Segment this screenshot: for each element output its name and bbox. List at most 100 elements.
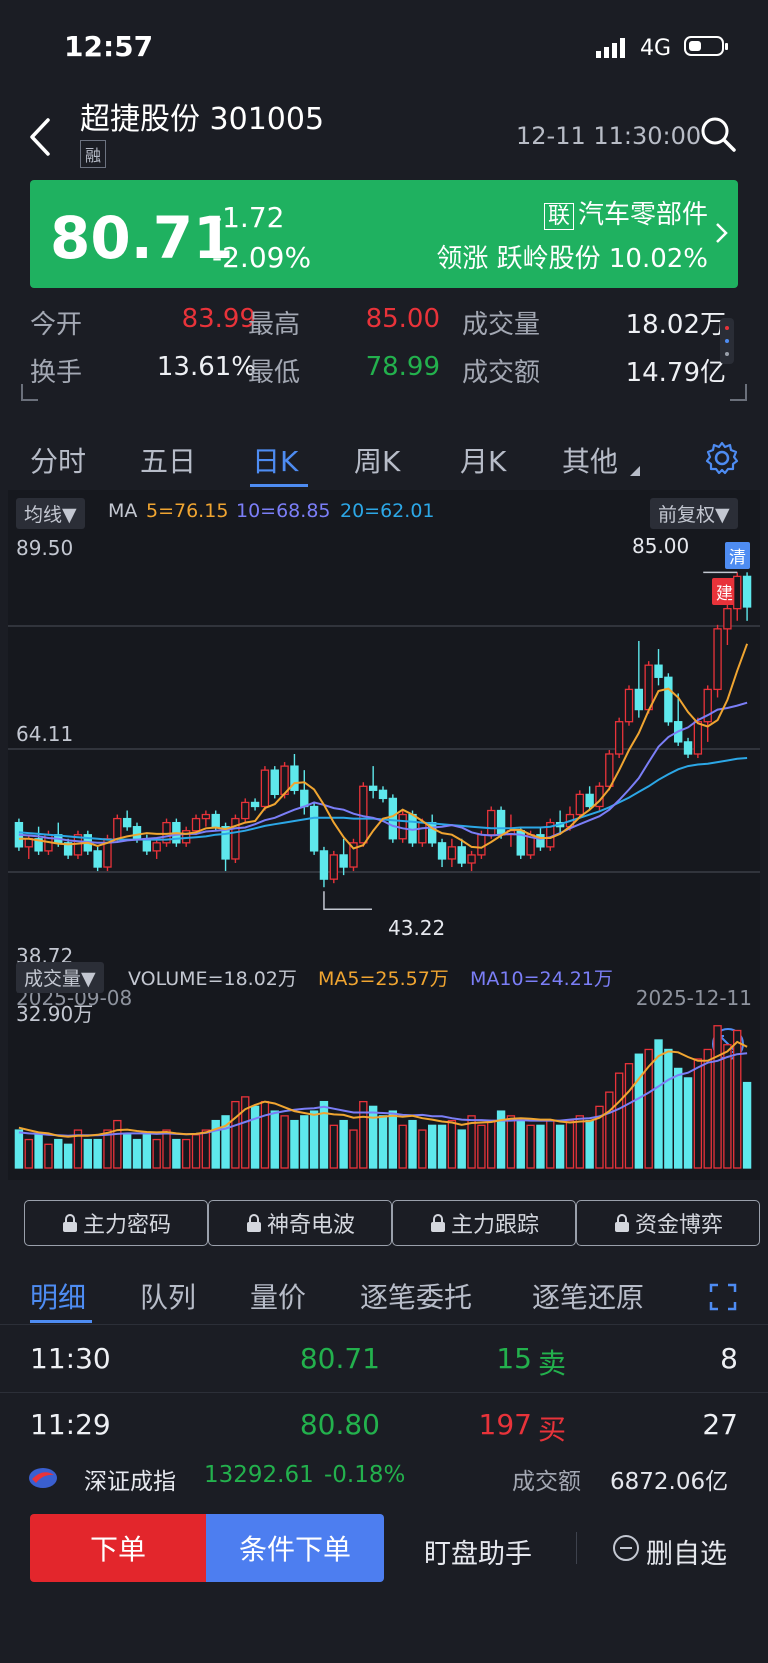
feature-button-label: 主力密码 bbox=[82, 1213, 171, 1238]
tab-queue[interactable]: 队列 bbox=[140, 1281, 197, 1314]
turnover-label: 换手 bbox=[30, 358, 83, 388]
feature-button-wave[interactable]: 神奇电波 bbox=[208, 1200, 392, 1246]
tab-intraday[interactable]: 分时 bbox=[30, 445, 87, 478]
candle-up bbox=[113, 817, 122, 840]
trade-count: 8 bbox=[720, 1342, 738, 1375]
volume-bar-up bbox=[191, 1134, 201, 1169]
candle-down bbox=[132, 826, 142, 840]
kline-chart-panel[interactable]: 均线▼ MA 5=76.15 10=68.85 20=62.01 前复权▼ 89… bbox=[8, 490, 760, 1180]
tab-tick-restore[interactable]: 逐笔还原 bbox=[532, 1281, 645, 1314]
volume-label: VOLUME=18.02万 bbox=[128, 968, 297, 990]
volume-bar-down bbox=[63, 1143, 73, 1169]
amount-value: 14.79亿 bbox=[625, 358, 726, 388]
tab-monthly-k[interactable]: 月K bbox=[460, 445, 507, 478]
volume-bar-up bbox=[182, 1138, 191, 1169]
tab-other[interactable]: 其他 bbox=[562, 445, 619, 478]
lock-icon bbox=[430, 1214, 445, 1232]
volume-selector[interactable]: 成交量▼ bbox=[16, 962, 104, 993]
volume-bar-up bbox=[575, 1115, 584, 1169]
candle-down bbox=[457, 846, 466, 864]
index-bar[interactable]: 深证成指 13292.61 -0.18% 成交额 6872.06亿 bbox=[0, 1452, 768, 1502]
index-amount: 6872.06亿 bbox=[610, 1469, 729, 1495]
volume-bar-down bbox=[14, 1129, 24, 1169]
volume-bar-down bbox=[319, 1100, 329, 1169]
sector-link[interactable]: 联汽车零部件 bbox=[543, 194, 708, 231]
tab-volume-price[interactable]: 量价 bbox=[250, 1281, 307, 1314]
feature-button-capital[interactable]: 资金博弈 bbox=[576, 1200, 760, 1246]
stats-row-2: 换手 13.61% 最低 78.99 成交额 14.79亿 bbox=[30, 352, 730, 400]
tab-weekly-k[interactable]: 周K bbox=[354, 445, 401, 478]
low-value: 78.99 bbox=[365, 352, 440, 382]
volume-bar-up bbox=[260, 1100, 270, 1169]
candle-down bbox=[634, 688, 644, 711]
trade-side: 卖 bbox=[538, 1347, 567, 1380]
candle-up bbox=[329, 854, 338, 880]
volume-ma5: MA5=25.57万 bbox=[318, 968, 449, 990]
candlestick-chart[interactable] bbox=[8, 526, 760, 966]
tab-five-day[interactable]: 五日 bbox=[140, 445, 197, 478]
price-panel[interactable]: 80.71 -1.72 -2.09% 联汽车零部件 领涨 跃岭股份 10.02% bbox=[30, 180, 738, 288]
expand-stats-icon[interactable] bbox=[730, 384, 748, 402]
candle-down bbox=[496, 809, 506, 836]
ma-selector[interactable]: 均线▼ bbox=[16, 498, 85, 529]
lock-icon bbox=[62, 1214, 77, 1232]
candle-down bbox=[339, 854, 348, 868]
candle-up bbox=[349, 842, 358, 868]
candle-up bbox=[152, 842, 161, 852]
volume-bar-up bbox=[329, 1124, 338, 1169]
candle-down bbox=[93, 850, 102, 868]
back-icon[interactable] bbox=[22, 112, 62, 162]
clear-position-tag[interactable]: 清 bbox=[725, 542, 750, 569]
remove-watchlist-button[interactable]: 删自选 bbox=[646, 1539, 727, 1570]
volume-bar-up bbox=[467, 1115, 476, 1169]
feature-button-main-code[interactable]: 主力密码 bbox=[24, 1200, 208, 1246]
volume-bar-down bbox=[516, 1119, 525, 1169]
search-icon[interactable] bbox=[698, 114, 738, 154]
watch-helper-button[interactable]: 盯盘助手 bbox=[424, 1539, 532, 1570]
high-marker-label: 85.00 bbox=[632, 534, 690, 558]
conditional-order-button[interactable]: 条件下单 bbox=[206, 1514, 384, 1582]
margin-tag: 融 bbox=[80, 140, 107, 168]
volume-bar-down bbox=[221, 1115, 230, 1169]
trade-row[interactable]: 11:30 80.71 15 卖 8 bbox=[0, 1328, 768, 1392]
volume-bar-up bbox=[280, 1115, 289, 1169]
volume-chart[interactable] bbox=[8, 992, 760, 1170]
volume-bar-up bbox=[418, 1129, 427, 1169]
feature-button-tracking[interactable]: 主力跟踪 bbox=[392, 1200, 576, 1246]
remove-circle-icon[interactable] bbox=[612, 1534, 640, 1562]
volume-bar-down bbox=[496, 1110, 506, 1169]
chevron-right-icon[interactable] bbox=[714, 218, 730, 248]
stats-row-1: 今开 83.99 最高 85.00 成交量 18.02万 bbox=[30, 304, 730, 352]
candle-up bbox=[644, 664, 653, 711]
tab-daily-k[interactable]: 日K bbox=[252, 445, 299, 478]
volume-bar-up bbox=[546, 1119, 555, 1169]
adjust-selector[interactable]: 前复权▼ bbox=[650, 498, 738, 529]
candle-down bbox=[368, 785, 378, 791]
candle-up bbox=[477, 834, 486, 856]
candle-down bbox=[63, 842, 73, 856]
tab-details[interactable]: 明细 bbox=[30, 1281, 87, 1314]
volume-bar-up bbox=[113, 1119, 122, 1169]
active-tab-underline bbox=[250, 484, 308, 487]
build-position-tag[interactable]: 建 bbox=[712, 578, 737, 605]
volume-bar-down bbox=[664, 1048, 673, 1169]
volume-bar-down bbox=[122, 1134, 132, 1169]
candle-up bbox=[191, 817, 201, 832]
more-dots-icon[interactable] bbox=[720, 318, 734, 364]
volume-bar-down bbox=[378, 1115, 388, 1169]
order-button[interactable]: 下单 bbox=[30, 1514, 206, 1582]
ma5-line bbox=[18, 643, 749, 850]
index-amount-label: 成交额 bbox=[512, 1469, 581, 1495]
candle-down bbox=[309, 805, 319, 852]
candle-down bbox=[437, 842, 447, 860]
trade-time: 11:29 bbox=[30, 1408, 111, 1441]
gear-icon[interactable] bbox=[704, 440, 740, 476]
tab-order-by-order[interactable]: 逐笔委托 bbox=[360, 1281, 473, 1314]
candle-up bbox=[575, 793, 584, 816]
expand-icon[interactable] bbox=[708, 1282, 738, 1312]
volume-bar-down bbox=[388, 1110, 398, 1169]
trade-row[interactable]: 11:29 80.80 197 买 27 bbox=[0, 1394, 768, 1458]
volume-bar-up bbox=[73, 1129, 83, 1169]
volume-bar-up bbox=[595, 1105, 604, 1169]
volume-bar-down bbox=[132, 1138, 142, 1169]
